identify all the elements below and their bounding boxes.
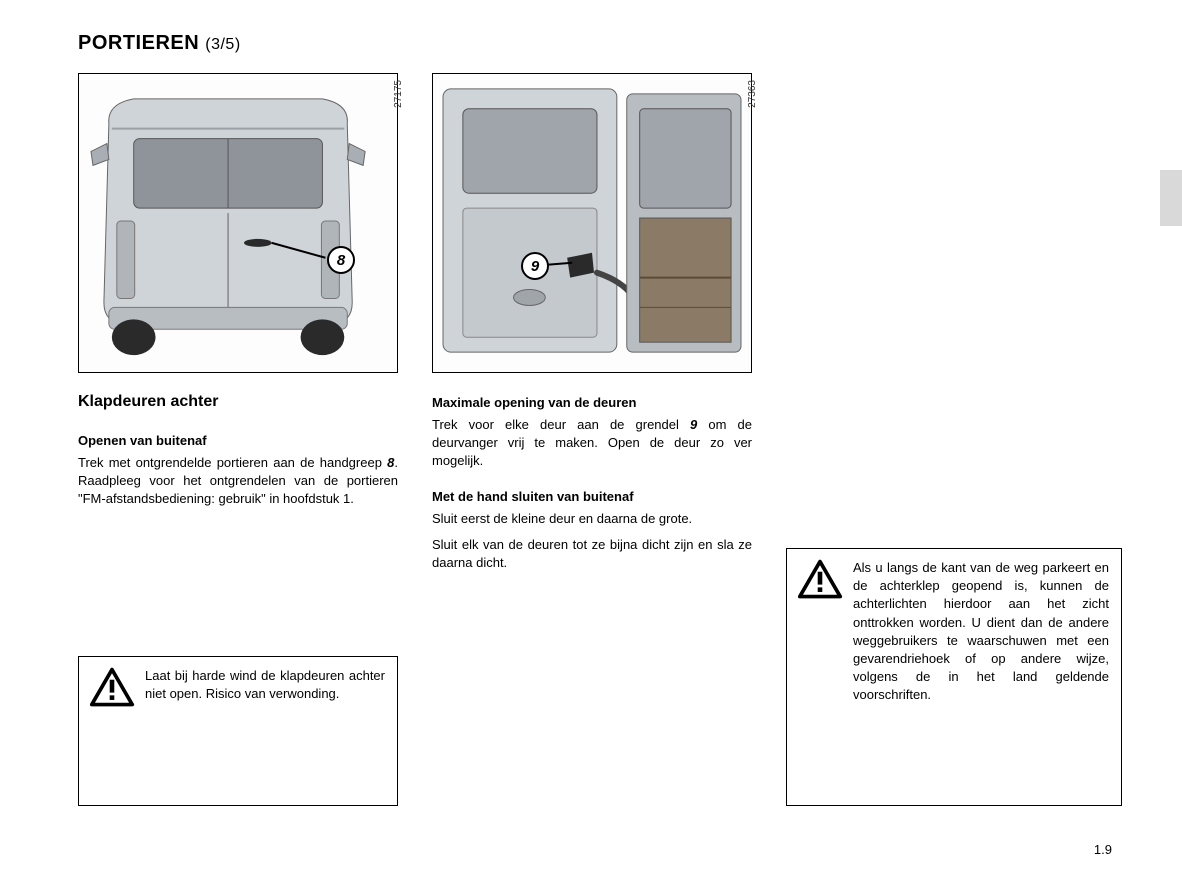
side-tab <box>1160 170 1182 226</box>
figure-1-code: 27175 <box>393 80 404 108</box>
warning-triangle-icon <box>797 559 843 601</box>
col1-body: Trek met ontgrendelde portieren aan de h… <box>78 454 398 509</box>
content-columns: 27175 <box>78 73 1122 806</box>
figure-1: 27175 <box>78 73 398 373</box>
col2-section2-title: Met de hand sluiten van buitenaf <box>432 489 752 504</box>
title-sub: (3/5) <box>205 36 240 53</box>
manual-page: PORTIEREN (3/5) 27175 <box>0 0 1182 875</box>
col2-section2-body2: Sluit elk van de deuren tot ze bijna dic… <box>432 536 752 572</box>
warning-2-text: Als u langs de kant van de weg parkeert … <box>853 559 1109 705</box>
col2-section2-body1: Sluit eerst de kleine deur en daarna de … <box>432 510 752 528</box>
warning-box-2: Als u langs de kant van de weg parkeert … <box>786 548 1122 806</box>
col2-section1-body: Trek voor elke deur aan de grendel 9 om … <box>432 416 752 471</box>
col2-section1-title: Maximale opening van de deuren <box>432 395 752 410</box>
warning-triangle-icon <box>89 667 135 709</box>
column-3: Als u langs de kant van de weg parkeert … <box>786 73 1122 806</box>
title-main: PORTIEREN <box>78 32 199 54</box>
col1-section-title: Openen van buitenaf <box>78 433 398 448</box>
page-title: PORTIEREN (3/5) <box>78 32 1122 55</box>
callout-8: 8 <box>327 246 355 274</box>
column-2: 27363 <box>432 73 752 806</box>
callout-9: 9 <box>521 252 549 280</box>
warning-box-1: Laat bij harde wind de klapdeuren achter… <box>78 656 398 806</box>
column-1: 27175 <box>78 73 398 806</box>
col1-subheading: Klapdeuren achter <box>78 393 398 411</box>
warning-1-text: Laat bij harde wind de klapdeuren achter… <box>145 667 385 703</box>
page-number: 1.9 <box>1094 842 1112 857</box>
figure-2: 27363 <box>432 73 752 373</box>
figure-2-code: 27363 <box>747 80 758 108</box>
door-open-illustration <box>433 74 751 372</box>
van-rear-illustration <box>79 74 397 372</box>
